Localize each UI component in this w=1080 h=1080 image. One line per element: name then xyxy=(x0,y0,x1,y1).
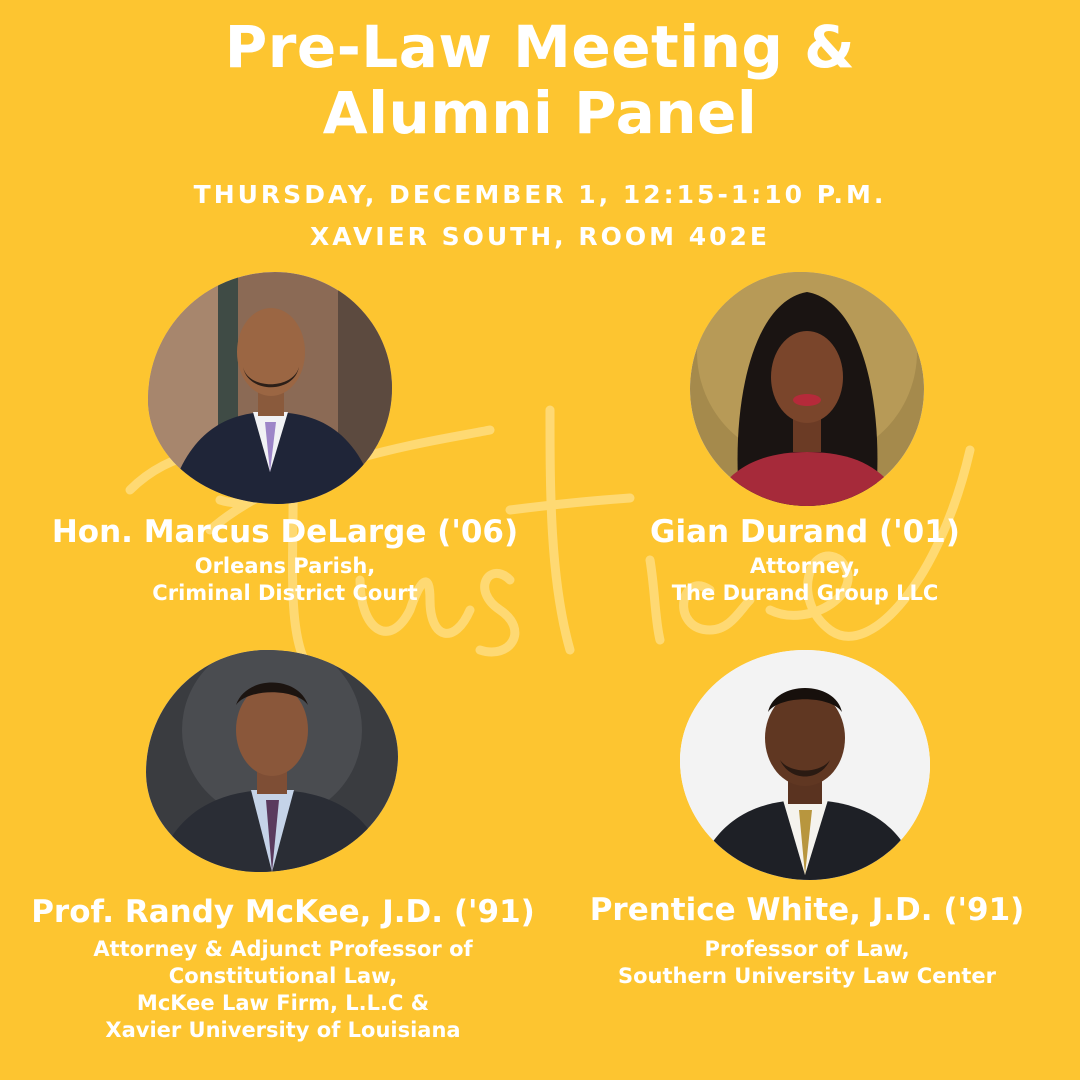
panelist-role-durand: Attorney, The Durand Group LLC xyxy=(575,553,1035,607)
event-details: THURSDAY, DECEMBER 1, 12:15-1:10 P.M. XA… xyxy=(0,174,1080,258)
title-line-2: Alumni Panel xyxy=(322,79,758,147)
role-line: Attorney, xyxy=(749,554,861,578)
panelist-photo-durand xyxy=(690,272,924,506)
role-line: Professor of Law, xyxy=(704,937,910,961)
panelist-name-durand: Gian Durand ('01) xyxy=(650,514,960,550)
panelist-name-mckee: Prof. Randy McKee, J.D. ('91) xyxy=(31,894,535,930)
event-title: Pre-Law Meeting & Alumni Panel xyxy=(0,14,1080,146)
panelist-role-mckee: Attorney & Adjunct Professor of Constitu… xyxy=(0,936,566,1044)
panelist-name-white: Prentice White, J.D. ('91) xyxy=(589,892,1025,928)
title-line-1: Pre-Law Meeting & xyxy=(224,13,856,81)
role-line: Southern University Law Center xyxy=(617,964,997,988)
panelist-role-delarge: Orleans Parish, Criminal District Court xyxy=(20,553,550,607)
role-line: Orleans Parish, xyxy=(194,554,376,578)
panelist-name-delarge: Hon. Marcus DeLarge ('06) xyxy=(51,514,519,550)
panelist-photo-delarge xyxy=(148,272,392,504)
role-line: Constitutional Law, xyxy=(168,964,398,988)
panelist-photo-white xyxy=(680,650,930,880)
role-line: Criminal District Court xyxy=(152,581,418,605)
event-location: XAVIER SOUTH, ROOM 402E xyxy=(310,222,770,251)
role-line: Attorney & Adjunct Professor of xyxy=(93,937,473,961)
role-line: The Durand Group LLC xyxy=(671,581,939,605)
role-line: Xavier University of Louisiana xyxy=(105,1018,461,1042)
role-line: McKee Law Firm, L.L.C & xyxy=(136,991,430,1015)
event-date-time: THURSDAY, DECEMBER 1, 12:15-1:10 P.M. xyxy=(193,180,887,209)
panelist-role-white: Professor of Law, Southern University La… xyxy=(552,936,1062,990)
panelist-photo-mckee xyxy=(146,650,398,872)
